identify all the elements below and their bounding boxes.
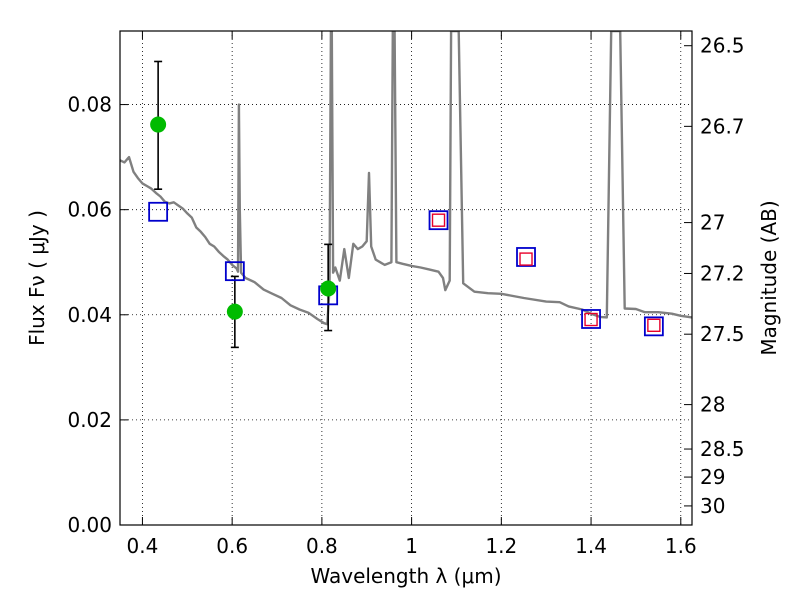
y2-axis-label: Magnitude (AB) bbox=[757, 200, 781, 355]
y-tick-label: 0.04 bbox=[67, 303, 112, 327]
model-photometry-marker bbox=[581, 309, 601, 329]
model-photometry-marker bbox=[148, 201, 169, 222]
mag-tick-label: 27.2 bbox=[700, 261, 745, 285]
tick-layer: 0.4 0.6 0.8 1 1.2 1.4 1.6 0.00 0.02 0.04 0.06 0.08 2… bbox=[67, 31, 745, 558]
observed-photometry-point bbox=[150, 116, 167, 133]
mag-tick-label: 30 bbox=[700, 494, 725, 518]
observed-photometry-point bbox=[226, 303, 243, 320]
mag-tick-label: 26.5 bbox=[700, 34, 745, 58]
predicted-photometry-marker bbox=[647, 318, 661, 332]
model-photometry-marker bbox=[428, 210, 449, 231]
y-tick-label: 0.00 bbox=[67, 513, 112, 537]
x-tick-label: 0.4 bbox=[127, 534, 159, 558]
y-tick-label: 0.08 bbox=[67, 93, 112, 117]
y-tick-label: 0.02 bbox=[67, 408, 112, 432]
x-axis-label: Wavelength λ (μm) bbox=[310, 564, 501, 588]
y-tick-label: 0.06 bbox=[67, 198, 112, 222]
marker-layer bbox=[148, 116, 664, 337]
predicted-photometry-marker bbox=[431, 213, 446, 227]
x-tick-label: 0.6 bbox=[216, 534, 248, 558]
mag-tick-label: 28 bbox=[700, 393, 725, 417]
grid-lines bbox=[120, 31, 692, 526]
model-photometry-marker bbox=[516, 247, 536, 267]
x-tick-label: 1.4 bbox=[575, 534, 607, 558]
mag-tick-label: 27 bbox=[700, 211, 725, 235]
mag-tick-label: 29 bbox=[700, 465, 725, 489]
x-tick-label: 1.2 bbox=[485, 534, 517, 558]
mag-tick-label: 26.7 bbox=[700, 114, 745, 138]
observed-photometry-point bbox=[320, 280, 337, 297]
model-photometry-marker bbox=[224, 261, 245, 282]
mag-tick-label: 28.5 bbox=[700, 437, 745, 461]
predicted-photometry-marker bbox=[584, 312, 598, 327]
x-tick-label: 1.6 bbox=[665, 534, 697, 558]
predicted-photometry-marker bbox=[519, 252, 533, 266]
x-tick-label: 1 bbox=[405, 534, 418, 558]
plot-frame bbox=[119, 30, 693, 526]
y-axis-label: Flux Fν ( μJy ) bbox=[25, 210, 49, 346]
model-spectrum-layer bbox=[120, 31, 692, 326]
model-photometry-marker bbox=[643, 316, 664, 337]
x-tick-label: 0.8 bbox=[306, 534, 338, 558]
model-spectrum-line bbox=[120, 31, 692, 326]
mag-tick-label: 27.5 bbox=[700, 322, 745, 346]
